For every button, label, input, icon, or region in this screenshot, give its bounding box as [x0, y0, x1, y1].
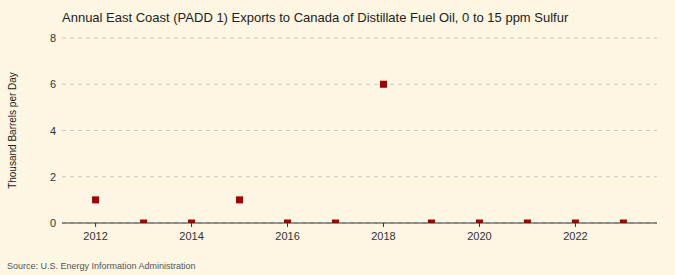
x-tick-label: 2022 — [563, 230, 587, 242]
x-tick — [287, 223, 288, 227]
y-tick-label: 4 — [50, 125, 56, 137]
y-axis-label: Thousand Barrels per Day — [7, 72, 18, 189]
point — [620, 220, 627, 224]
x-tick-label: 2014 — [179, 230, 203, 242]
point — [572, 220, 579, 224]
point — [380, 81, 387, 88]
point — [284, 220, 291, 224]
point — [188, 220, 195, 224]
grid-line — [62, 223, 657, 224]
point — [140, 220, 147, 224]
point — [92, 196, 99, 203]
point — [236, 196, 243, 203]
x-tick-label: 2018 — [371, 230, 395, 242]
x-tick — [191, 223, 192, 227]
grid-line — [62, 130, 657, 131]
point — [476, 220, 483, 224]
y-tick-label: 8 — [50, 32, 56, 44]
grid-line — [62, 38, 657, 39]
x-tick — [479, 223, 480, 227]
point — [524, 220, 531, 224]
x-axis-line — [62, 223, 657, 224]
points — [92, 81, 627, 223]
background — [0, 0, 675, 275]
x-tick — [575, 223, 576, 227]
grid-line — [62, 176, 657, 177]
chart: Annual East Coast (PADD 1) Exports to Ca… — [0, 0, 675, 275]
x-tick-label: 2020 — [467, 230, 491, 242]
title: Annual East Coast (PADD 1) Exports to Ca… — [62, 10, 569, 25]
y-tick-label: 6 — [50, 78, 56, 90]
x-tick — [95, 223, 96, 227]
point — [428, 220, 435, 224]
source: Source: U.S. Energy Information Administ… — [7, 261, 196, 271]
x-tick-label: 2016 — [275, 230, 299, 242]
y-tick-label: 0 — [50, 217, 56, 229]
y-tick-label: 2 — [50, 171, 56, 183]
x-tick — [383, 223, 384, 227]
point — [332, 220, 339, 224]
x-tick-label: 2012 — [83, 230, 107, 242]
grid-line — [62, 84, 657, 85]
